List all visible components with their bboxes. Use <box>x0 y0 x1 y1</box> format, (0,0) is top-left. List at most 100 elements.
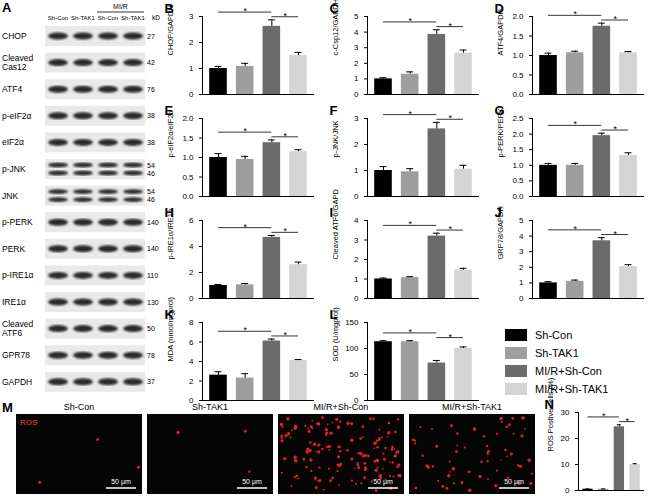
svg-text:46: 46 <box>147 196 155 203</box>
svg-text:2: 2 <box>519 263 524 272</box>
svg-text:ROS: ROS <box>20 418 37 427</box>
svg-text:ATF4/GAPDH: ATF4/GAPDH <box>496 9 505 56</box>
svg-text:38: 38 <box>147 139 155 146</box>
svg-text:*: * <box>283 131 287 141</box>
svg-text:A: A <box>2 0 12 15</box>
svg-text:MDA (nmol/mgprol): MDA (nmol/mgprol) <box>166 296 175 361</box>
svg-text:*: * <box>408 109 412 119</box>
svg-text:GPR78: GPR78 <box>2 350 30 360</box>
svg-text:1.0: 1.0 <box>512 161 524 170</box>
svg-text:*: * <box>613 124 617 134</box>
svg-text:MI/R+Sh-TAK1: MI/R+Sh-TAK1 <box>442 402 502 412</box>
svg-text:0.5: 0.5 <box>182 173 194 182</box>
svg-text:*: * <box>448 113 452 123</box>
svg-text:p-JNK: p-JNK <box>2 164 26 174</box>
svg-text:MI/R: MI/R <box>113 3 128 10</box>
svg-text:50: 50 <box>350 370 359 379</box>
svg-text:2: 2 <box>189 377 194 386</box>
svg-text:F: F <box>330 103 338 118</box>
svg-text:46: 46 <box>147 170 155 177</box>
svg-text:1.5: 1.5 <box>512 145 524 154</box>
svg-text:37: 37 <box>147 378 155 385</box>
svg-text:4: 4 <box>354 216 359 225</box>
svg-text:3: 3 <box>519 247 524 256</box>
svg-text:*: * <box>613 14 617 24</box>
svg-text:50 μm: 50 μm <box>373 478 393 486</box>
svg-text:*: * <box>283 11 287 21</box>
svg-text:1.5: 1.5 <box>182 134 194 143</box>
svg-text:5: 5 <box>354 12 359 21</box>
svg-text:*: * <box>243 6 247 16</box>
svg-text:*: * <box>283 330 287 340</box>
svg-text:PERK: PERK <box>2 244 25 254</box>
svg-text:0: 0 <box>354 294 359 303</box>
svg-text:*: * <box>408 327 412 337</box>
svg-text:130: 130 <box>147 299 159 306</box>
svg-text:*: * <box>283 226 287 236</box>
svg-text:2.0: 2.0 <box>512 12 524 21</box>
svg-text:GRP78/GAPDH: GRP78/GAPDH <box>496 206 505 259</box>
svg-text:p-PERK/PERK: p-PERK/PERK <box>496 108 505 158</box>
svg-text:Sh-TAK1: Sh-TAK1 <box>121 15 146 21</box>
svg-text:1: 1 <box>354 166 359 175</box>
svg-text:20: 20 <box>561 434 570 443</box>
svg-text:2: 2 <box>189 268 194 277</box>
svg-text:Sh-TAK1: Sh-TAK1 <box>192 402 228 412</box>
svg-text:*: * <box>448 21 452 31</box>
svg-text:ATF4: ATF4 <box>2 84 22 94</box>
svg-text:1: 1 <box>189 64 194 73</box>
svg-text:150: 150 <box>345 318 359 327</box>
svg-text:1: 1 <box>519 278 524 287</box>
svg-text:Sh-Con: Sh-Con <box>48 15 68 21</box>
svg-text:38: 38 <box>147 112 155 119</box>
svg-text:*: * <box>448 224 452 234</box>
svg-text:2.0: 2.0 <box>512 130 524 139</box>
svg-text:p-eIF2α/eIF2α: p-eIF2α/eIF2α <box>166 109 175 157</box>
svg-text:Cleaved ATF6/GAPD: Cleaved ATF6/GAPD <box>331 189 340 260</box>
svg-text:2: 2 <box>354 140 359 149</box>
svg-text:1.0: 1.0 <box>182 153 194 162</box>
svg-text:2.0: 2.0 <box>182 114 194 123</box>
svg-text:10: 10 <box>561 460 570 469</box>
svg-text:1.5: 1.5 <box>512 32 524 41</box>
svg-text:*: * <box>625 416 629 426</box>
svg-text:1.0: 1.0 <box>512 51 524 60</box>
svg-text:4: 4 <box>189 242 194 251</box>
svg-text:76: 76 <box>147 86 155 93</box>
svg-text:p-eIF2α: p-eIF2α <box>2 111 32 121</box>
svg-text:IRE1α: IRE1α <box>2 297 26 307</box>
svg-text:6: 6 <box>189 338 194 347</box>
svg-text:p-PERK: p-PERK <box>2 217 33 227</box>
svg-text:p-IRE1α/IRE1α: p-IRE1α/IRE1α <box>166 208 175 259</box>
svg-text:0: 0 <box>354 192 359 201</box>
svg-text:p-IRE1α: p-IRE1α <box>2 270 33 280</box>
svg-text:0: 0 <box>354 90 359 99</box>
svg-text:*: * <box>243 126 247 136</box>
svg-text:50 μm: 50 μm <box>242 478 262 486</box>
svg-text:*: * <box>573 9 577 19</box>
svg-text:3: 3 <box>354 236 359 245</box>
svg-text:110: 110 <box>147 272 158 279</box>
svg-text:2: 2 <box>354 255 359 264</box>
svg-text:0: 0 <box>565 486 570 495</box>
svg-text:0: 0 <box>519 294 524 303</box>
svg-text:*: * <box>408 219 412 229</box>
svg-text:0.5: 0.5 <box>512 71 524 80</box>
svg-text:SOD (U/mgprot): SOD (U/mgprot) <box>331 307 340 362</box>
svg-text:*: * <box>243 325 247 335</box>
svg-text:CHOP/GAPDH: CHOP/GAPDH <box>166 5 175 55</box>
svg-text:*: * <box>448 332 452 342</box>
svg-text:*: * <box>573 224 577 234</box>
svg-text:50 μm: 50 μm <box>111 478 131 486</box>
svg-text:42: 42 <box>147 59 155 66</box>
svg-text:GAPDH: GAPDH <box>2 377 32 387</box>
svg-text:M: M <box>2 400 13 415</box>
svg-text:1: 1 <box>354 74 359 83</box>
svg-text:3: 3 <box>189 12 194 21</box>
svg-text:*: * <box>243 222 247 232</box>
svg-text:0.0: 0.0 <box>182 192 194 201</box>
svg-text:30: 30 <box>561 408 570 417</box>
svg-text:MI/R+Sh-Con: MI/R+Sh-Con <box>314 402 369 412</box>
svg-text:78: 78 <box>147 352 155 359</box>
svg-text:Sh-Con: Sh-Con <box>98 15 118 21</box>
